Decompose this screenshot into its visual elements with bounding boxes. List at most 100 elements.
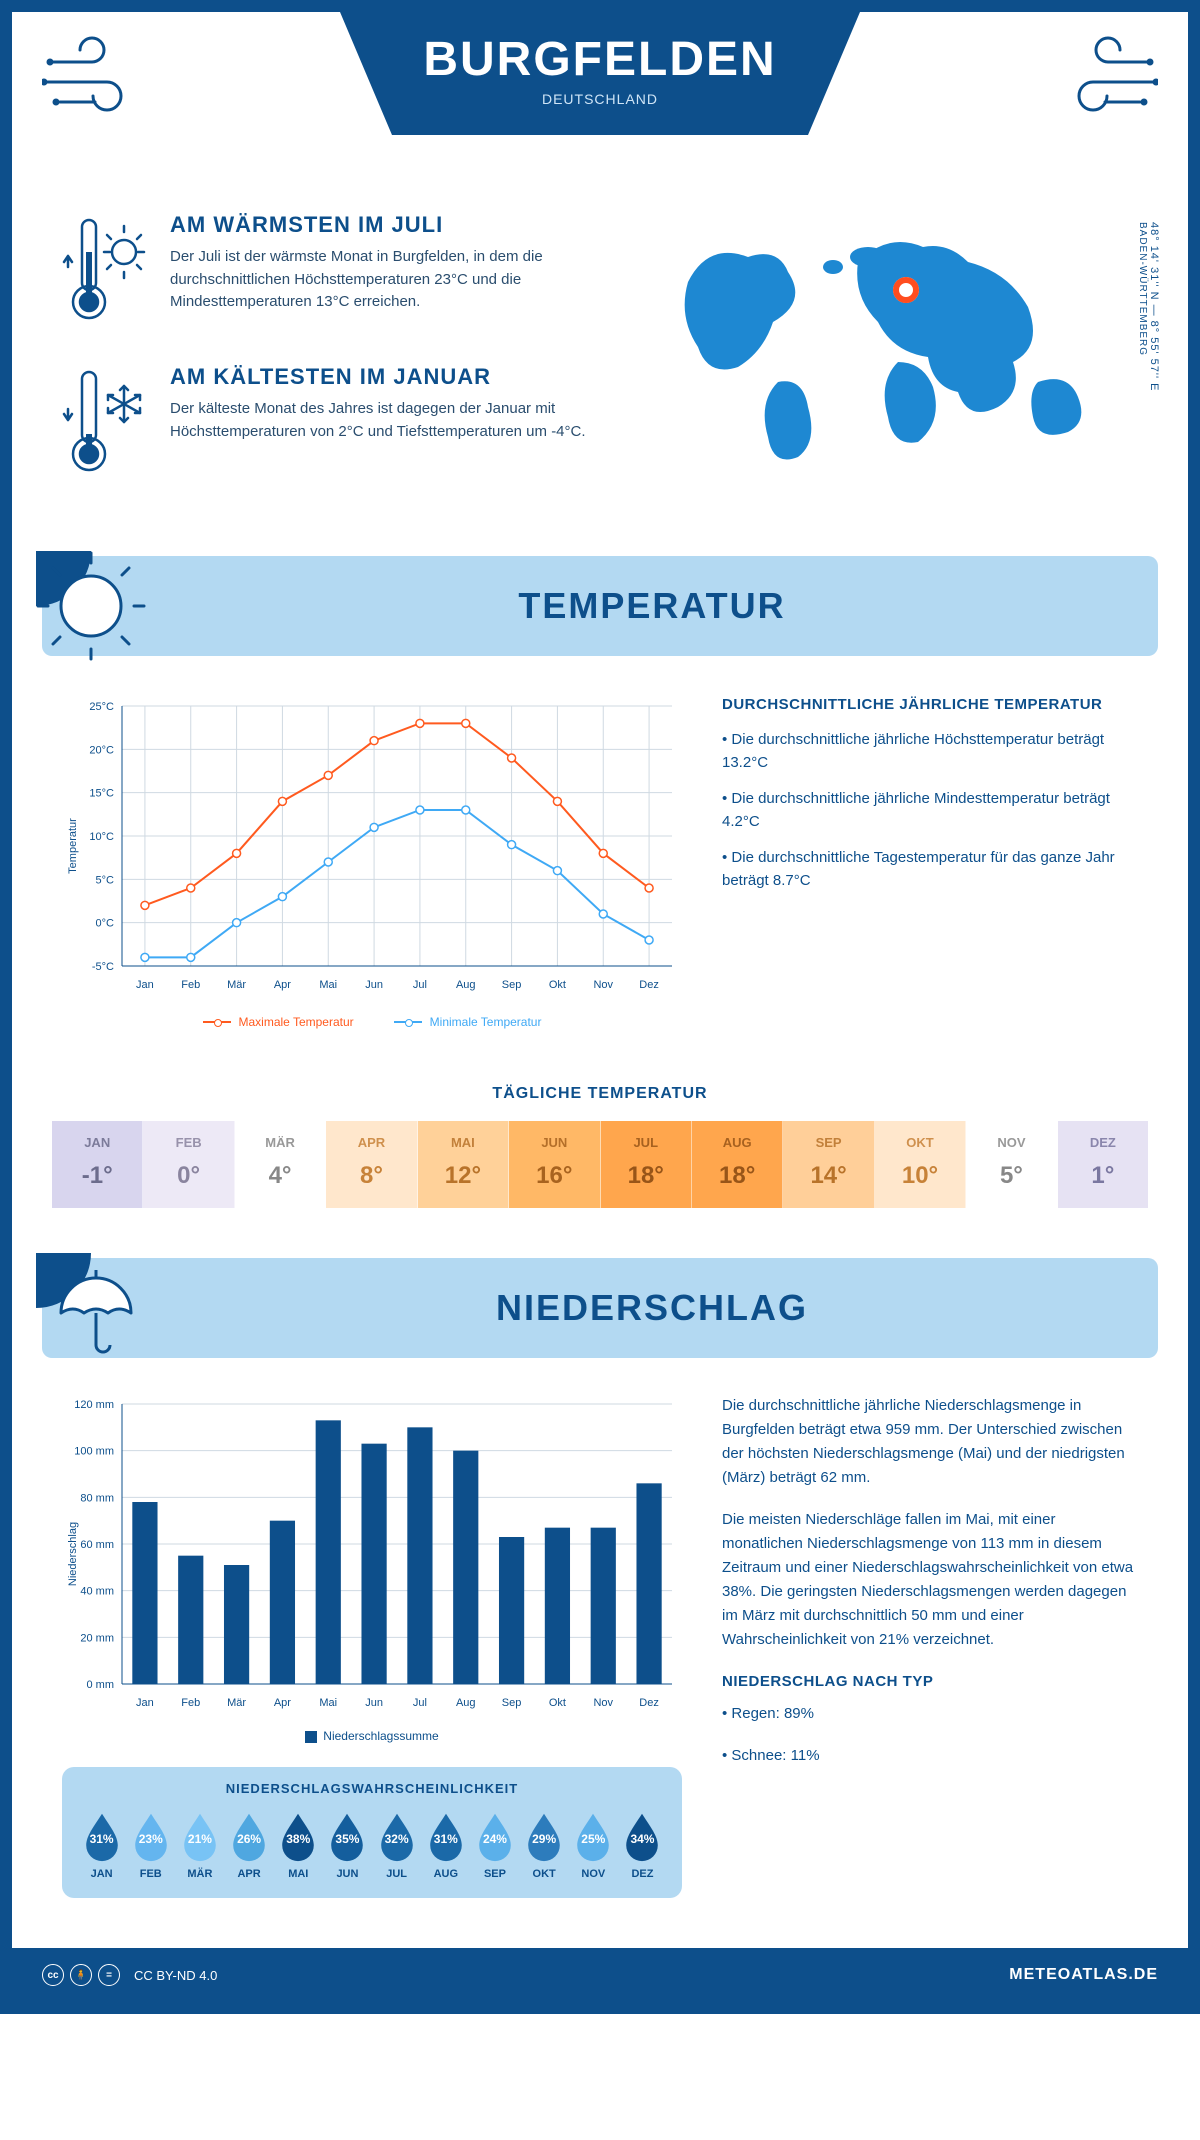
probability-cell: 23% FEB [129,1810,172,1880]
svg-text:Sep: Sep [502,979,522,991]
country-subtitle: DEUTSCHLAND [420,91,780,107]
bullet: • Regen: 89% [722,1702,1138,1726]
precipitation-probability-panel: NIEDERSCHLAGSWAHRSCHEINLICHKEIT 31% JAN … [62,1767,682,1898]
svg-text:15°C: 15°C [89,788,114,800]
svg-text:60 mm: 60 mm [80,1539,114,1551]
heat-value: 18° [601,1162,691,1190]
probability-value: 23% [130,1832,172,1846]
temperature-line-chart: -5°C0°C5°C10°C15°C20°C25°CJanFebMärAprMa… [62,696,682,1039]
heat-value: -1° [52,1162,142,1190]
svg-text:Mai: Mai [319,1697,337,1709]
probability-cell: 21% MÄR [178,1810,221,1880]
heat-value: 16° [509,1162,599,1190]
svg-text:Jul: Jul [413,979,427,991]
raindrop-icon: 31% [81,1810,123,1862]
svg-text:0°C: 0°C [96,918,115,930]
bullet: • Die durchschnittliche jährliche Mindes… [722,788,1138,833]
precipitation-row: 0 mm20 mm40 mm60 mm80 mm100 mm120 mmNied… [12,1358,1188,1918]
probability-value: 24% [474,1832,516,1846]
panel-title: NIEDERSCHLAGSWAHRSCHEINLICHKEIT [80,1781,664,1796]
heat-cell: JUN 16° [509,1121,600,1208]
heat-cell: MAI12° [418,1121,509,1208]
svg-text:25°C: 25°C [89,701,114,713]
heat-cell: DEZ1° [1058,1121,1148,1208]
heat-cell: APR 8° [326,1121,417,1208]
summary-facts: AM WÄRMSTEN IM JULI Der Juli ist der wär… [62,212,618,516]
probability-cell: 34% DEZ [621,1810,664,1880]
probability-cell: 31% AUG [424,1810,467,1880]
heat-month: APR [326,1135,416,1150]
svg-text:80 mm: 80 mm [80,1492,114,1504]
probability-month: OKT [523,1868,566,1880]
probability-value: 34% [621,1832,663,1846]
svg-text:Jun: Jun [365,1697,383,1709]
fact-text: Der Juli ist der wärmste Monat in Burgfe… [170,246,618,314]
heat-month: OKT [875,1135,965,1150]
svg-text:Feb: Feb [181,979,200,991]
svg-text:120 mm: 120 mm [74,1399,114,1411]
world-map-icon [658,212,1138,472]
header-banner: BURGFELDEN DEUTSCHLAND [12,12,1188,192]
svg-text:10°C: 10°C [89,831,114,843]
wind-icon [1048,32,1158,122]
heat-value: 5° [966,1162,1056,1190]
section-title: TEMPERATUR [518,585,785,627]
probability-month: MÄR [178,1868,221,1880]
raindrop-icon: 25% [572,1810,614,1862]
temperature-row: -5°C0°C5°C10°C15°C20°C25°CJanFebMärAprMa… [12,656,1188,1069]
svg-text:Nov: Nov [593,1697,613,1709]
daily-temp-title: TÄGLICHE TEMPERATUR [12,1085,1188,1103]
heat-month: AUG [692,1135,782,1150]
probability-cell: 35% JUN [326,1810,369,1880]
section-bar-precipitation: NIEDERSCHLAG [42,1258,1158,1358]
svg-text:Aug: Aug [456,1697,476,1709]
probability-month: DEZ [621,1868,664,1880]
section-title: NIEDERSCHLAG [496,1287,808,1329]
svg-text:Niederschlag: Niederschlag [67,1522,79,1586]
cc-icon: cc [42,1964,64,1986]
heat-cell: JAN-1° [52,1121,143,1208]
probability-month: APR [228,1868,271,1880]
license-block: cc 🧍 = CC BY-ND 4.0 [42,1964,217,1986]
svg-text:Sep: Sep [502,1697,522,1709]
probability-cell: 25% NOV [572,1810,615,1880]
probability-value: 35% [326,1832,368,1846]
svg-text:Dez: Dez [639,1697,659,1709]
heat-value: 10° [875,1162,965,1190]
fact-coldest: AM KÄLTESTEN IM JANUAR Der kälteste Mona… [62,364,618,484]
svg-text:Mär: Mär [227,1697,246,1709]
heat-month: JUN [509,1135,599,1150]
precipitation-summary-text: Die durchschnittliche jährliche Niedersc… [722,1394,1138,1898]
svg-text:Jan: Jan [136,1697,154,1709]
precipitation-bar-chart: 0 mm20 mm40 mm60 mm80 mm100 mm120 mmNied… [62,1394,682,1743]
heat-value: 8° [326,1162,416,1190]
heat-cell: FEB0° [143,1121,234,1208]
heat-value: 14° [783,1162,873,1190]
heat-cell: NOV5° [966,1121,1057,1208]
by-icon: 🧍 [70,1964,92,1986]
probability-cell: 24% SEP [473,1810,516,1880]
fact-heading: AM KÄLTESTEN IM JANUAR [170,364,618,390]
svg-text:Jun: Jun [365,979,383,991]
heat-month: SEP [783,1135,873,1150]
probability-value: 31% [81,1832,123,1846]
temperature-summary-text: DURCHSCHNITTLICHE JÄHRLICHE TEMPERATUR •… [722,696,1138,1039]
raindrop-icon: 34% [621,1810,663,1862]
raindrop-icon: 38% [277,1810,319,1862]
chart-legend: Niederschlagssumme [62,1729,682,1743]
svg-text:Apr: Apr [274,1697,291,1709]
svg-text:Dez: Dez [639,979,659,991]
probability-month: SEP [473,1868,516,1880]
raindrop-icon: 32% [376,1810,418,1862]
bullet: • Die durchschnittliche jährliche Höchst… [722,729,1138,774]
license-label: CC BY-ND 4.0 [134,1968,217,1983]
heat-month: FEB [143,1135,233,1150]
svg-text:Jan: Jan [136,979,154,991]
daily-temp-heatmap: JAN-1°FEB0°MÄR4°APR8°MAI12°JUN16°JUL18°A… [52,1121,1148,1208]
probability-cell: 32% JUL [375,1810,418,1880]
probability-month: NOV [572,1868,615,1880]
heat-value: 12° [418,1162,508,1190]
heat-cell: MÄR4° [235,1121,326,1208]
coordinates-label: 48° 14' 31'' N — 8° 55' 57'' E BADEN-WÜR… [1136,222,1160,391]
raindrop-icon: 35% [326,1810,368,1862]
